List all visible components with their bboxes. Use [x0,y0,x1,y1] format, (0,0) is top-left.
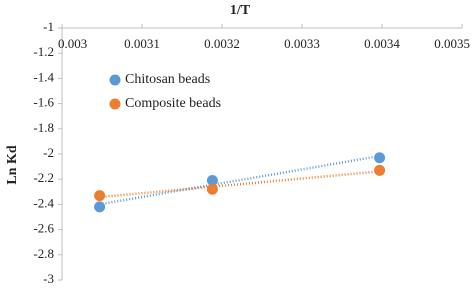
x-tick-label: 0.003 [58,36,87,51]
point [206,174,218,186]
chart-title: 1/T [230,3,251,18]
point [206,183,218,195]
y-tick-label: -3 [43,271,54,286]
y-tick-label: -2.4 [33,195,54,210]
y-tick-label: -1.4 [33,69,54,84]
y-tick-label: -2.8 [33,246,54,261]
x-tick-label: 0.0033 [284,36,320,51]
x-tick-label: 0.0035 [434,36,470,51]
trendline [99,170,380,199]
legend-marker [109,98,121,110]
x-tick-label: 0.0034 [364,36,400,51]
y-tick-label: -1.2 [33,44,54,59]
y-tick-label: -1 [43,19,54,34]
y-tick-label: -2.6 [33,221,54,236]
point [374,152,386,164]
legend-label: Chitosan beads [125,72,210,87]
point [374,164,386,176]
trendline [99,154,380,206]
y-tick-label: -2 [43,145,54,160]
y-tick-label: -2.2 [33,170,54,185]
x-tick-label: 0.0031 [124,36,160,51]
legend-marker [109,74,121,86]
y-axis-label: Ln Kd [5,145,20,185]
y-tick-label: -1.8 [33,120,54,135]
y-tick-label: -1.6 [33,95,54,110]
point [94,190,106,202]
point [94,201,106,213]
x-tick-label: 0.0032 [204,36,240,51]
legend-label: Composite beads [125,96,221,111]
